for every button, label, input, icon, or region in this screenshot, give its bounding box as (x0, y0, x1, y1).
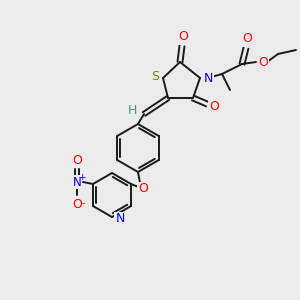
Text: O: O (178, 31, 188, 44)
Text: -: - (81, 198, 85, 208)
Text: O: O (72, 154, 82, 166)
Text: N: N (115, 212, 125, 226)
Text: S: S (151, 70, 159, 83)
Text: O: O (258, 56, 268, 68)
Text: O: O (209, 100, 219, 112)
Text: N: N (203, 71, 213, 85)
Text: O: O (72, 197, 82, 211)
Text: H: H (127, 103, 137, 116)
Text: +: + (78, 172, 86, 182)
Text: N: N (73, 176, 81, 188)
Text: O: O (242, 32, 252, 46)
Text: O: O (138, 182, 148, 196)
